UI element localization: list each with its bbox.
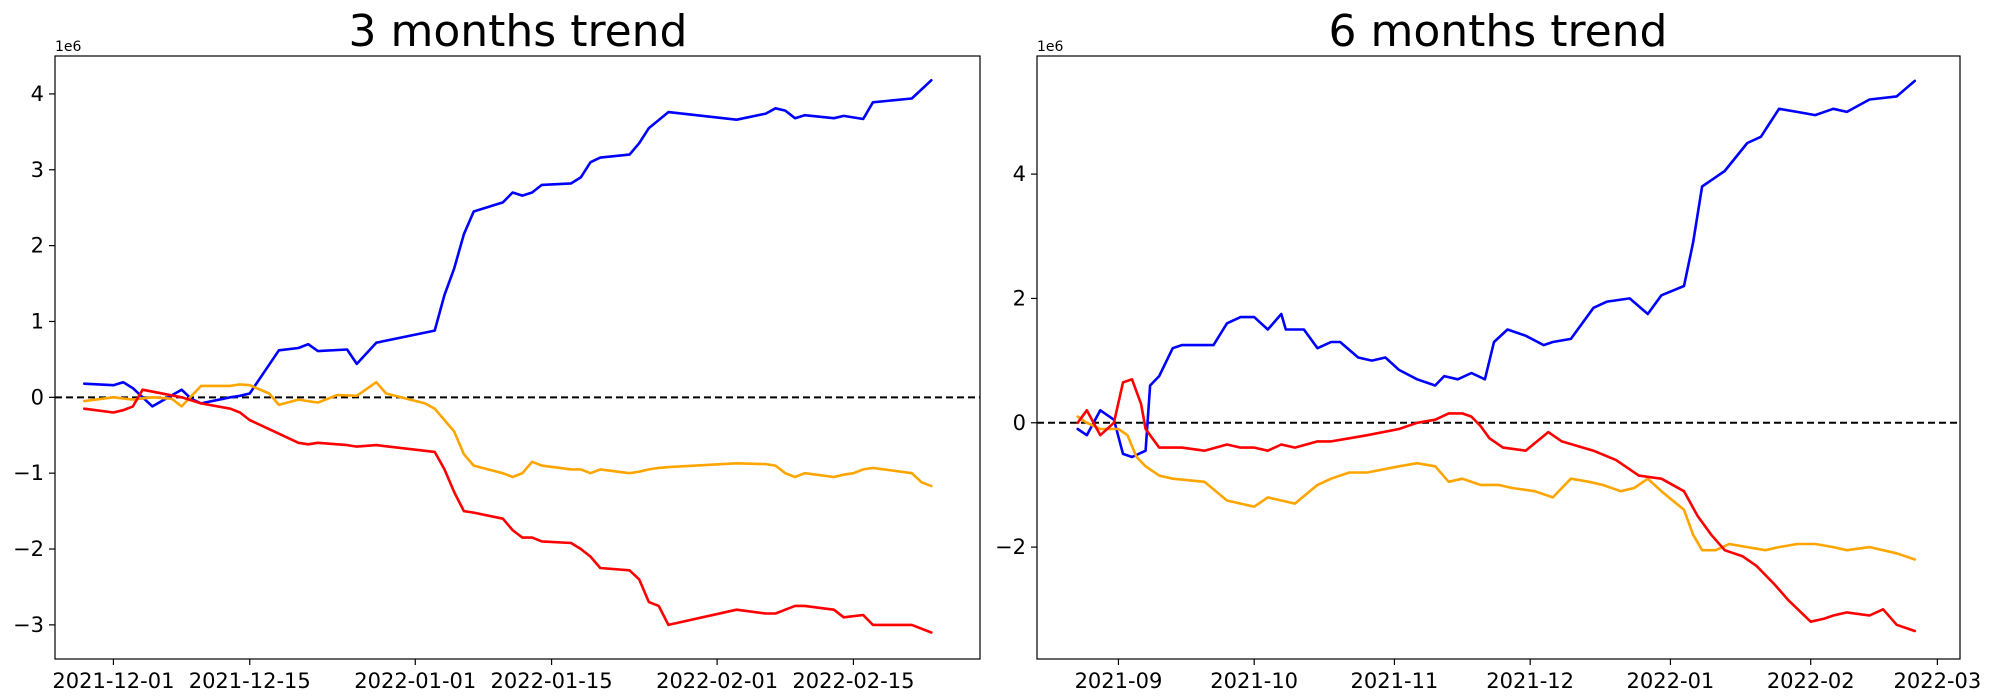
y-tick-label: 0 — [31, 385, 44, 409]
x-tick-label: 2022-02-01 — [656, 669, 778, 693]
y-offset-label: 1e6 — [1037, 39, 1064, 55]
y-tick-label: 2 — [1013, 286, 1026, 310]
series-line-0 — [1076, 79, 1917, 459]
x-tick-label: 2021-12 — [1486, 669, 1574, 693]
series-line-1 — [1076, 415, 1917, 561]
x-tick-label: 2021-12-01 — [52, 669, 174, 693]
x-tick-label: 2022-01-15 — [491, 669, 613, 693]
y-offset-label: 1e6 — [55, 39, 82, 55]
plot-area — [55, 79, 980, 634]
x-tick-label: 2021-10 — [1210, 669, 1298, 693]
x-tick-label: 2022-02-15 — [792, 669, 914, 693]
x-tick-label: 2022-03 — [1894, 669, 1982, 693]
y-tick-label: −1 — [13, 461, 44, 485]
x-tick-label: 2021-11 — [1351, 669, 1439, 693]
y-tick-label: 4 — [1013, 162, 1026, 186]
plot-area — [1037, 79, 1960, 633]
y-tick-label: 0 — [1013, 411, 1026, 435]
chart-6-months: 6 months trend 1e6 2021-09 2021-10 2021-11… — [995, 6, 1981, 693]
series-line-2 — [82, 388, 933, 634]
x-tick-label: 2022-01-01 — [354, 669, 476, 693]
y-tick-label: 4 — [31, 82, 44, 106]
chart-3-months: 3 months trend 1e6 2021-12-01 2021-12-15 2… — [13, 6, 981, 693]
x-tick-label: 2022-01 — [1627, 669, 1715, 693]
y-tick-label: 2 — [31, 234, 44, 258]
y-tick-label: −2 — [13, 537, 44, 561]
chart-title: 6 months trend — [1329, 6, 1668, 57]
y-tick-label: −3 — [13, 613, 44, 637]
axes: 2021-09 2021-10 2021-11 2021-12 2022-01 2022-… — [995, 162, 1981, 693]
axes-frame — [1036, 55, 1961, 660]
x-tick-label: 2022-02 — [1767, 669, 1855, 693]
x-tick-label: 2021-09 — [1075, 669, 1163, 693]
axes-frame — [54, 55, 981, 660]
series-line-1 — [82, 380, 933, 488]
axes: 2021-12-01 2021-12-15 2022-01-01 2022-01-15… — [13, 82, 914, 693]
chart-title: 3 months trend — [349, 6, 688, 57]
x-tick-label: 2021-12-15 — [189, 669, 311, 693]
series-line-2 — [1076, 377, 1917, 633]
y-tick-label: 3 — [31, 158, 44, 182]
y-tick-label: 1 — [31, 309, 44, 333]
y-tick-label: −2 — [995, 535, 1026, 559]
